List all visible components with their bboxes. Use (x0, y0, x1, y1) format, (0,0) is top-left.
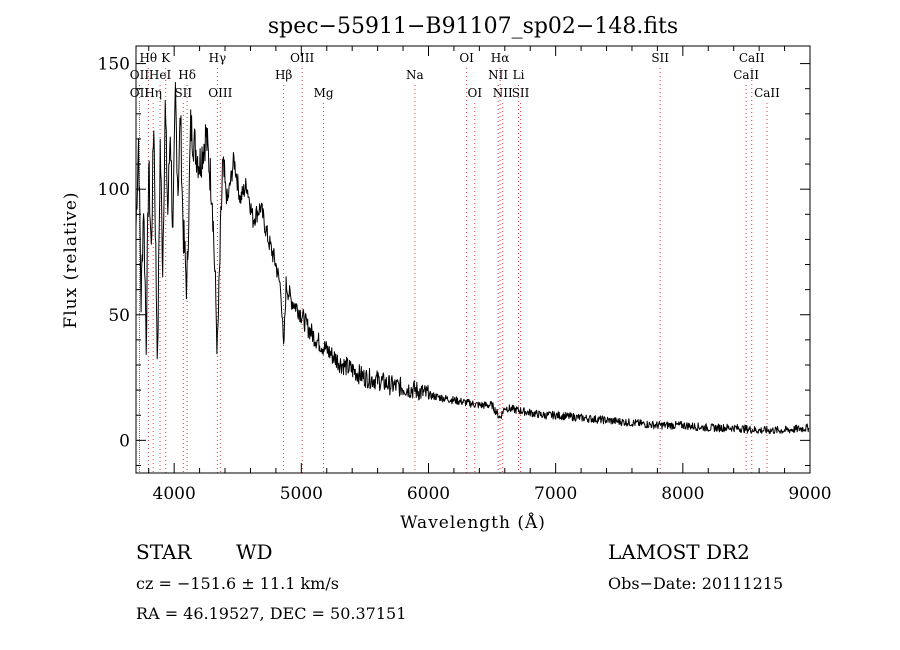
marker-label: Hα (491, 51, 510, 65)
marker-label: Na (406, 68, 424, 82)
y-tick-label: 50 (108, 306, 130, 326)
marker-label: Mg (314, 86, 334, 100)
observation-date: Obs−Date: 20111215 (608, 574, 783, 593)
coordinates-info: RA = 46.19527, DEC = 50.37151 (136, 604, 406, 623)
y-axis-label: Flux (relative) (61, 191, 81, 328)
x-tick-label: 4000 (153, 484, 196, 504)
marker-label: CaII (733, 68, 759, 82)
marker-label: SII (651, 51, 669, 65)
marker-label: CaII (739, 51, 765, 65)
marker-label: OI (459, 51, 474, 65)
marker-label: NII (493, 86, 513, 100)
plot-frame (135, 45, 811, 474)
x-tick-label: 6000 (407, 484, 450, 504)
object-subclass: WD (236, 540, 273, 564)
survey-name: LAMOST DR2 (608, 540, 750, 564)
marker-label: Hγ (209, 51, 227, 65)
y-tick-label: 100 (98, 180, 130, 200)
marker-label: Hη (144, 86, 162, 100)
axis-ticks: 4000 5000 6000 7000 8000 9000 0 50 100 150 (98, 46, 832, 504)
x-axis-label: Wavelength (Å) (400, 512, 546, 533)
marker-label: SII (174, 86, 192, 100)
marker-label: OIII (208, 86, 232, 100)
marker-label: OII (130, 68, 150, 82)
y-tick-label: 150 (98, 55, 130, 75)
marker-label: HeI (149, 68, 172, 82)
x-tick-label: 8000 (661, 484, 704, 504)
marker-label: Hδ (178, 68, 196, 82)
spectrum-layer (135, 82, 810, 435)
y-tick-label: 0 (119, 431, 130, 451)
marker-label: SII (512, 86, 530, 100)
redshift-info: cz = −151.6 ± 11.1 km/s (136, 574, 339, 593)
marker-label: OIII (290, 51, 314, 65)
x-tick-label: 7000 (534, 484, 577, 504)
marker-label: CaII (754, 86, 780, 100)
marker-label: OII (130, 86, 150, 100)
marker-label: NII (488, 68, 508, 82)
marker-label: Hβ (275, 68, 292, 82)
x-tick-label: 5000 (280, 484, 323, 504)
marker-label: Hθ (139, 51, 157, 65)
object-class: STAR (136, 540, 192, 564)
x-tick-label: 9000 (788, 484, 831, 504)
spectrum-line (135, 82, 810, 435)
chart-title: spec−55911−B91107_sp02−148.fits (268, 14, 678, 39)
marker-label: OI (467, 86, 482, 100)
marker-label: Li (513, 68, 525, 82)
marker-label: K (161, 51, 171, 65)
